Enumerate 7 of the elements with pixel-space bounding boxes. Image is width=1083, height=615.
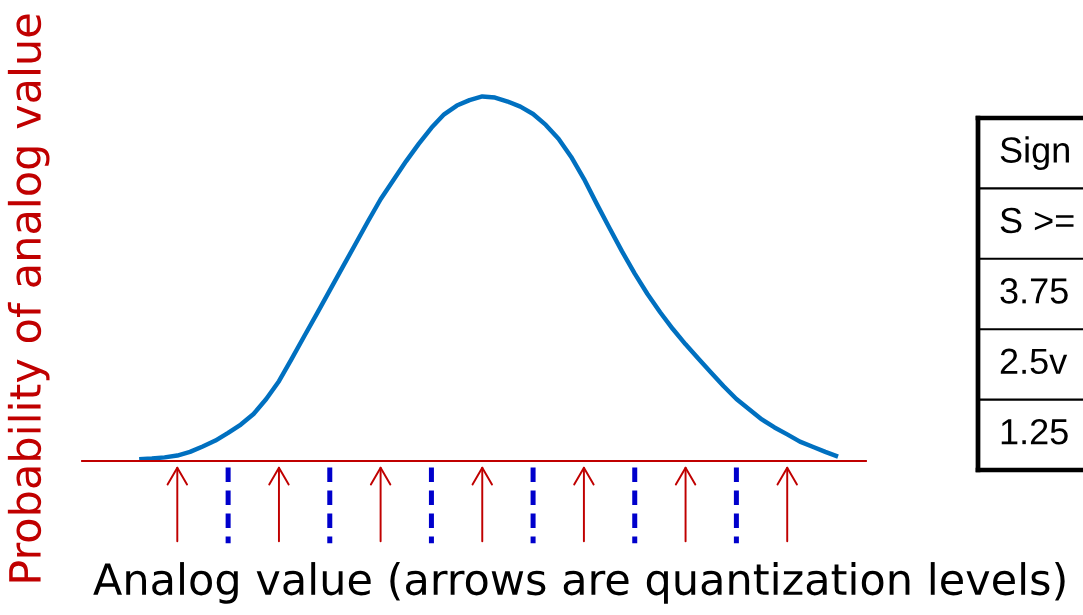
text: 3.75	[1000, 278, 1068, 304]
text: 1.25	[1001, 418, 1068, 445]
text: 2.5v	[1000, 348, 1068, 375]
y-axis-title: Probability of analog value	[7, 14, 50, 582]
x-axis-title: Analog value (arrows are quantization levels)	[93, 562, 1065, 604]
text: Sign	[1000, 136, 1069, 171]
text: S >=	[1000, 207, 1074, 234]
